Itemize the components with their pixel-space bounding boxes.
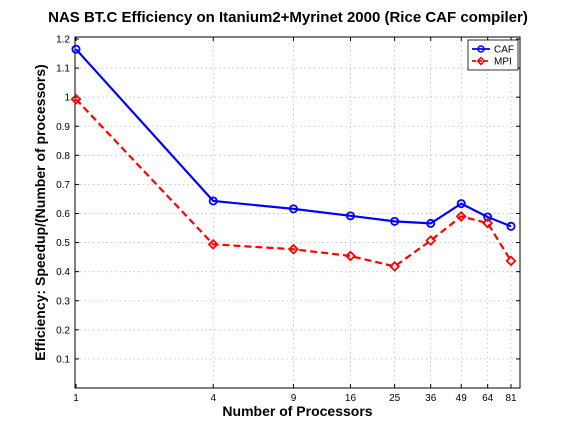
series xyxy=(70,44,517,272)
data-point-mpi xyxy=(505,255,517,267)
legend-label: CAF xyxy=(494,45,514,56)
y-tick-label: 1 xyxy=(64,93,70,104)
x-tick-label: 64 xyxy=(482,393,494,404)
y-tick-label: 0.4 xyxy=(56,267,70,278)
x-axis-label: Number of Processors xyxy=(222,403,372,419)
y-tick-label: 0.3 xyxy=(56,296,70,307)
y-tick-label: 0.1 xyxy=(56,354,70,365)
data-point-mpi xyxy=(207,238,219,250)
grid xyxy=(75,37,520,388)
data-point-mpi xyxy=(70,93,82,105)
x-tick-label: 16 xyxy=(345,393,357,404)
data-point-mpi xyxy=(389,260,401,272)
data-point-mpi xyxy=(425,235,437,247)
legend-box xyxy=(467,39,519,71)
series-mpi xyxy=(70,93,517,272)
y-tick-label: 1.1 xyxy=(56,64,70,75)
data-point-caf xyxy=(71,44,81,54)
data-point-caf xyxy=(288,204,298,214)
data-point-caf xyxy=(483,212,493,222)
data-point-caf xyxy=(345,211,355,221)
y-tick-label: 0.2 xyxy=(56,325,70,336)
y-axis-label: Efficiency: Speedup/(Number of processor… xyxy=(32,64,48,360)
x-tick-label: 9 xyxy=(291,393,297,404)
x-tick-label: 49 xyxy=(456,393,468,404)
y-tick-label: 0.7 xyxy=(56,180,70,191)
axis-ticks: 1 4 9 16 25 36 49 64 810.10.20.30.40.50.60.70.80… xyxy=(56,35,520,404)
data-point-caf xyxy=(456,199,466,209)
data-point-mpi xyxy=(482,217,494,229)
series-caf xyxy=(71,44,516,231)
y-tick-label: 0.6 xyxy=(56,209,70,220)
data-point-caf xyxy=(426,218,436,228)
y-tick-label: 0.9 xyxy=(56,122,70,133)
legend-marker xyxy=(477,45,485,53)
series-line-mpi xyxy=(75,98,512,268)
data-point-caf xyxy=(208,196,218,206)
plot-area xyxy=(74,36,521,389)
y-tick-label: 1.2 xyxy=(56,35,70,46)
x-tick-label: 1 xyxy=(73,393,79,404)
data-point-caf xyxy=(390,216,400,226)
x-tick-label: 36 xyxy=(425,393,437,404)
data-point-mpi xyxy=(288,243,299,255)
chart-title: NAS BT.C Efficiency on Itanium2+Myrinet … xyxy=(48,9,528,26)
x-tick-label: 81 xyxy=(505,393,517,404)
data-point-caf xyxy=(506,221,516,231)
x-tick-label: 25 xyxy=(389,393,401,404)
data-point-mpi xyxy=(455,210,467,222)
y-tick-label: 0.5 xyxy=(56,238,70,249)
legend-label: MPI xyxy=(494,57,512,68)
legend-marker xyxy=(476,56,486,66)
data-point-mpi xyxy=(344,250,356,262)
series-line-caf xyxy=(75,48,512,228)
y-tick-label: 0.8 xyxy=(56,151,70,162)
x-tick-label: 4 xyxy=(210,393,216,404)
